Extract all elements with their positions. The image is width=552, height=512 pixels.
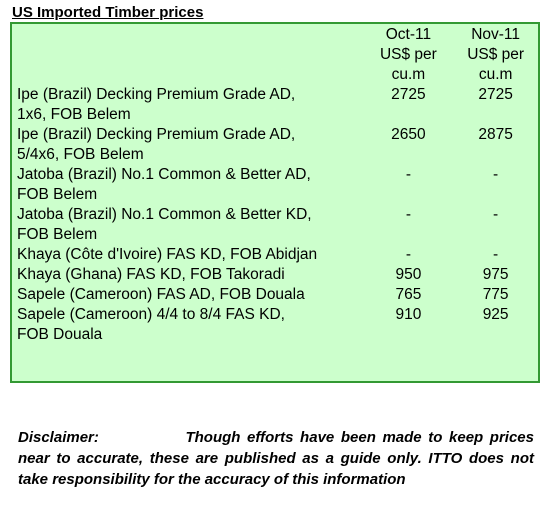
table-row: Khaya (Ghana) FAS KD, FOB Takoradi 950 975 xyxy=(17,265,538,285)
oct-price-cell: - xyxy=(405,246,411,263)
product-cell: Sapele (Cameroon) 4/4 to 8/4 FAS KD, FOB … xyxy=(17,306,285,343)
nov-price-cell: - xyxy=(493,246,499,263)
table-row: Sapele (Cameroon) FAS AD, FOB Douala 765 7… xyxy=(17,285,538,305)
price-table-panel: Oct-11 US$ per cu.m Nov-11 US$ per cu.m Ipe … xyxy=(10,22,540,383)
nov-price-cell: 975 xyxy=(482,266,509,283)
nov-price-cell: 2875 xyxy=(478,126,513,143)
nov-price-cell: - xyxy=(493,166,499,183)
product-cell: Khaya (Ghana) FAS KD, FOB Takoradi xyxy=(17,266,285,283)
table-row: Jatoba (Brazil) No.1 Common & Better AD,… xyxy=(17,165,538,205)
oct-price-cell: 765 xyxy=(395,286,422,303)
product-cell: Ipe (Brazil) Decking Premium Grade AD, 1x… xyxy=(17,86,296,123)
nov-price-cell: 925 xyxy=(482,306,509,323)
nov-price-cell: 2725 xyxy=(478,86,513,103)
header-product xyxy=(17,25,364,85)
product-cell: Jatoba (Brazil) No.1 Common & Better AD,… xyxy=(17,166,311,203)
table-header-row: Oct-11 US$ per cu.m Nov-11 US$ per cu.m xyxy=(17,25,538,85)
product-cell: Sapele (Cameroon) FAS AD, FOB Douala xyxy=(17,286,305,303)
oct-price-cell: 2725 xyxy=(391,86,426,103)
table-body: Ipe (Brazil) Decking Premium Grade AD, 1x… xyxy=(17,85,538,345)
table-row: Ipe (Brazil) Decking Premium Grade AD, 1x… xyxy=(17,85,538,125)
table-row: Jatoba (Brazil) No.1 Common & Better KD,… xyxy=(17,205,538,245)
oct-price-cell: - xyxy=(405,206,411,223)
page-title: US Imported Timber prices xyxy=(12,4,204,21)
nov-price-cell: - xyxy=(493,206,499,223)
price-table: Oct-11 US$ per cu.m Nov-11 US$ per cu.m Ipe … xyxy=(17,25,538,345)
disclaimer-label: Disclaimer: xyxy=(18,429,99,446)
disclaimer-text: Though efforts have been made to keep pr… xyxy=(18,429,534,488)
disclaimer: Disclaimer: Though efforts have been mad… xyxy=(18,427,534,490)
oct-price-cell: - xyxy=(405,166,411,183)
product-cell: Khaya (Côte d'Ivoire) FAS KD, FOB Abidja… xyxy=(17,246,318,263)
product-cell: Jatoba (Brazil) No.1 Common & Better KD,… xyxy=(17,206,312,243)
product-cell: Ipe (Brazil) Decking Premium Grade AD, 5/… xyxy=(17,126,296,163)
table-row: Sapele (Cameroon) 4/4 to 8/4 FAS KD, FOB … xyxy=(17,305,538,345)
oct-price-cell: 2650 xyxy=(391,126,426,143)
header-nov-11: Nov-11 US$ per cu.m xyxy=(467,26,525,83)
oct-price-cell: 950 xyxy=(395,266,422,283)
nov-price-cell: 775 xyxy=(482,286,509,303)
header-oct-11: Oct-11 US$ per cu.m xyxy=(379,26,437,83)
table-row: Khaya (Côte d'Ivoire) FAS KD, FOB Abidja… xyxy=(17,245,538,265)
table-row: Ipe (Brazil) Decking Premium Grade AD, 5/… xyxy=(17,125,538,165)
oct-price-cell: 910 xyxy=(395,306,422,323)
